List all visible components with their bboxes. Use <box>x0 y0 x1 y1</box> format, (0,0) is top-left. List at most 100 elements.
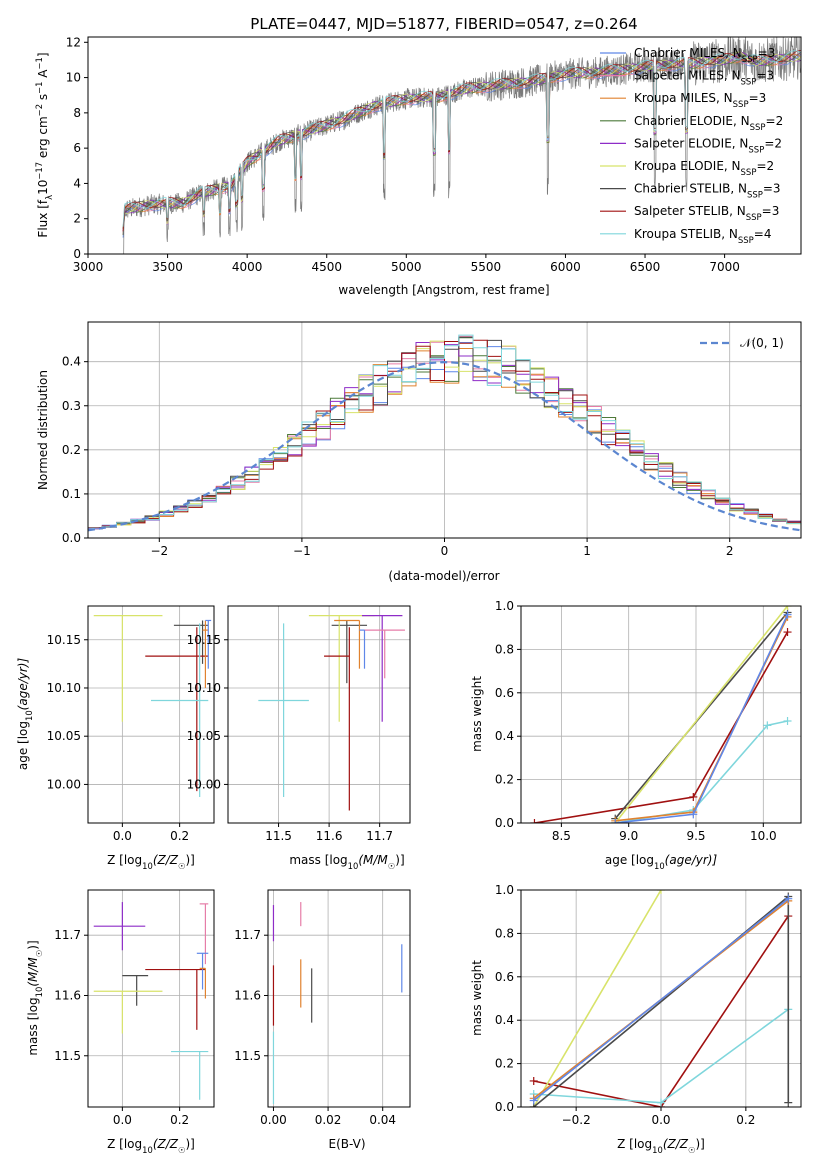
x-tick-label: 6000 <box>550 260 581 274</box>
y-tick-label: 0.4 <box>62 355 81 369</box>
legend-name: Salpeter MILES, N <box>634 69 741 83</box>
x-tick-label: 7000 <box>709 260 740 274</box>
y-tick-label: 6 <box>73 141 81 155</box>
axes-frame: 0.0 0.2 11.5 11.6 11.7 <box>54 889 215 1127</box>
legend-sub: SSP <box>741 168 757 178</box>
x-tick-label: 0.00 <box>260 1113 287 1127</box>
y-tick-label: 1.0 <box>495 599 514 613</box>
label-part: 10 <box>654 861 665 871</box>
mass-weight-vs-metallicity-panel: −0.2 0.0 0.2 0.0 0.2 0.4 0.6 0.8 1.0 Z [log10(Z/Z… <box>470 883 802 1155</box>
weight-marker-5 <box>529 1096 538 1105</box>
y-tick-label: 10.00 <box>47 777 81 791</box>
legend-count: =2 <box>756 159 774 173</box>
weight-marker-3 <box>784 1098 793 1107</box>
legend-name: Kroupa STELIB, N <box>634 227 738 241</box>
x-tick-label: 0.02 <box>315 1113 342 1127</box>
x-axis-label: Z [log10(Z/Z☉)] <box>107 1137 195 1155</box>
y-tick-label: 10.10 <box>187 681 221 695</box>
y-tick-label: 0.0 <box>62 531 81 545</box>
label-part: 10 <box>652 1145 663 1155</box>
legend-entry-6: Chabrier STELIB, NSSP=3 <box>634 182 781 201</box>
label-part: ] <box>36 52 50 57</box>
plot-area <box>529 890 793 1107</box>
residual-legend: 𝒩(0, 1) <box>700 336 784 350</box>
x-tick-label: 4500 <box>311 260 342 274</box>
plot-area <box>272 902 403 1104</box>
axes-border <box>87 889 215 1108</box>
weight-marker-0 <box>529 1076 538 1085</box>
y-tick-label: 0 <box>73 247 81 261</box>
legend-sub: SSP <box>746 213 762 223</box>
y-tick-label: 11.6 <box>54 988 81 1002</box>
y-tick-label: 11.7 <box>234 928 261 942</box>
label-part: ☉ <box>178 1145 186 1155</box>
x-axis-label: (data-model)/error <box>388 569 499 583</box>
label-part: mass [log <box>289 853 347 867</box>
label-part: Flux [f <box>36 199 50 237</box>
weight-marker-1 <box>783 717 792 726</box>
x-tick-label: −1 <box>293 544 311 558</box>
x-tick-label: 5000 <box>391 260 422 274</box>
y-tick-label: 11.5 <box>234 1049 261 1063</box>
x-tick-label: 0.2 <box>736 1113 755 1127</box>
axes-frame: −0.2 0.0 0.2 0.0 0.2 0.4 0.6 0.8 1.0 <box>495 883 802 1127</box>
y-tick-label: 11.6 <box>234 988 261 1002</box>
x-tick-label: 9.5 <box>686 829 705 843</box>
label-part: )] <box>696 1137 705 1151</box>
x-axis-label: age [log10(age/yr)] <box>605 853 718 871</box>
weight-marker-5 <box>689 810 698 819</box>
label-part: erg cm <box>36 116 50 162</box>
y-tick-label: 10.10 <box>47 681 81 695</box>
label-part: (M/M <box>358 853 388 867</box>
label-part: 10 <box>142 861 153 871</box>
y-axis-label: age [log10(age/yr)] <box>16 658 34 771</box>
legend-count: =3 <box>763 182 781 196</box>
label-part: ☉ <box>688 1145 696 1155</box>
label-part: −1 <box>34 57 44 69</box>
axes-frame: 0.00 0.02 0.04 11.5 11.6 11.7 <box>234 889 411 1127</box>
legend-count: =2 <box>766 114 784 128</box>
x-tick-label: 1 <box>583 544 591 558</box>
y-axis-label: Flux [fλ10−17 erg cm−2 s−1 A−1] <box>34 52 54 237</box>
legend-name: Chabrier ELODIE, N <box>634 114 750 128</box>
y-tick-label: 0.3 <box>62 399 81 413</box>
y-tick-label: 0.6 <box>495 686 514 700</box>
legend-name: Chabrier STELIB, N <box>634 182 747 196</box>
legend-entry-4: Salpeter ELODIE, NSSP=2 <box>634 136 782 155</box>
legend-count: =2 <box>764 136 782 150</box>
plot-area <box>93 615 212 797</box>
plot-area <box>530 606 792 823</box>
weight-marker-1 <box>763 721 772 730</box>
axes-border <box>227 605 411 824</box>
label-part: Z [log <box>107 1137 142 1151</box>
label-part: (Z/Z <box>153 853 179 867</box>
label-part: (Z/Z <box>153 1137 179 1151</box>
x-tick-label: 2 <box>726 544 734 558</box>
y-tick-label: 1.0 <box>495 883 514 897</box>
x-tick-label: 11.7 <box>366 829 393 843</box>
legend-sub: SSP <box>742 55 758 65</box>
axes-frame: 0.0 0.2 10.00 10.05 10.10 10.15 <box>47 605 215 843</box>
x-axis-label: E(B-V) <box>328 1137 365 1151</box>
mass-vs-extinction-panel: 0.00 0.02 0.04 11.5 11.6 11.7 E(B-V) <box>234 889 411 1151</box>
plot-area <box>121 37 801 254</box>
x-axis-label: wavelength [Angstrom, rest frame] <box>338 283 549 297</box>
y-tick-label: 0.8 <box>495 642 514 656</box>
weight-line-2 <box>533 890 662 1107</box>
x-tick-label: 6500 <box>630 260 661 274</box>
legend-entry-5: Kroupa ELODIE, NSSP=2 <box>634 159 774 178</box>
x-axis-label: Z [log10(Z/Z☉)] <box>617 1137 705 1155</box>
x-tick-label: −2 <box>150 544 168 558</box>
axes-frame: −2 −1 0 1 2 0.0 0.1 0.2 0.3 0.4 <box>62 321 802 558</box>
weight-line-0 <box>534 631 789 823</box>
label-part: 10 <box>348 861 359 871</box>
gaussian-curve <box>88 360 801 532</box>
legend-sub: SSP <box>748 145 764 155</box>
x-tick-label: 0.04 <box>369 1113 396 1127</box>
weight-marker-0 <box>689 792 698 801</box>
y-tick-label: 0.8 <box>495 926 514 940</box>
y-tick-label: 0.4 <box>495 729 514 743</box>
weight-line-5 <box>533 898 789 1102</box>
legend-count: =3 <box>756 69 774 83</box>
